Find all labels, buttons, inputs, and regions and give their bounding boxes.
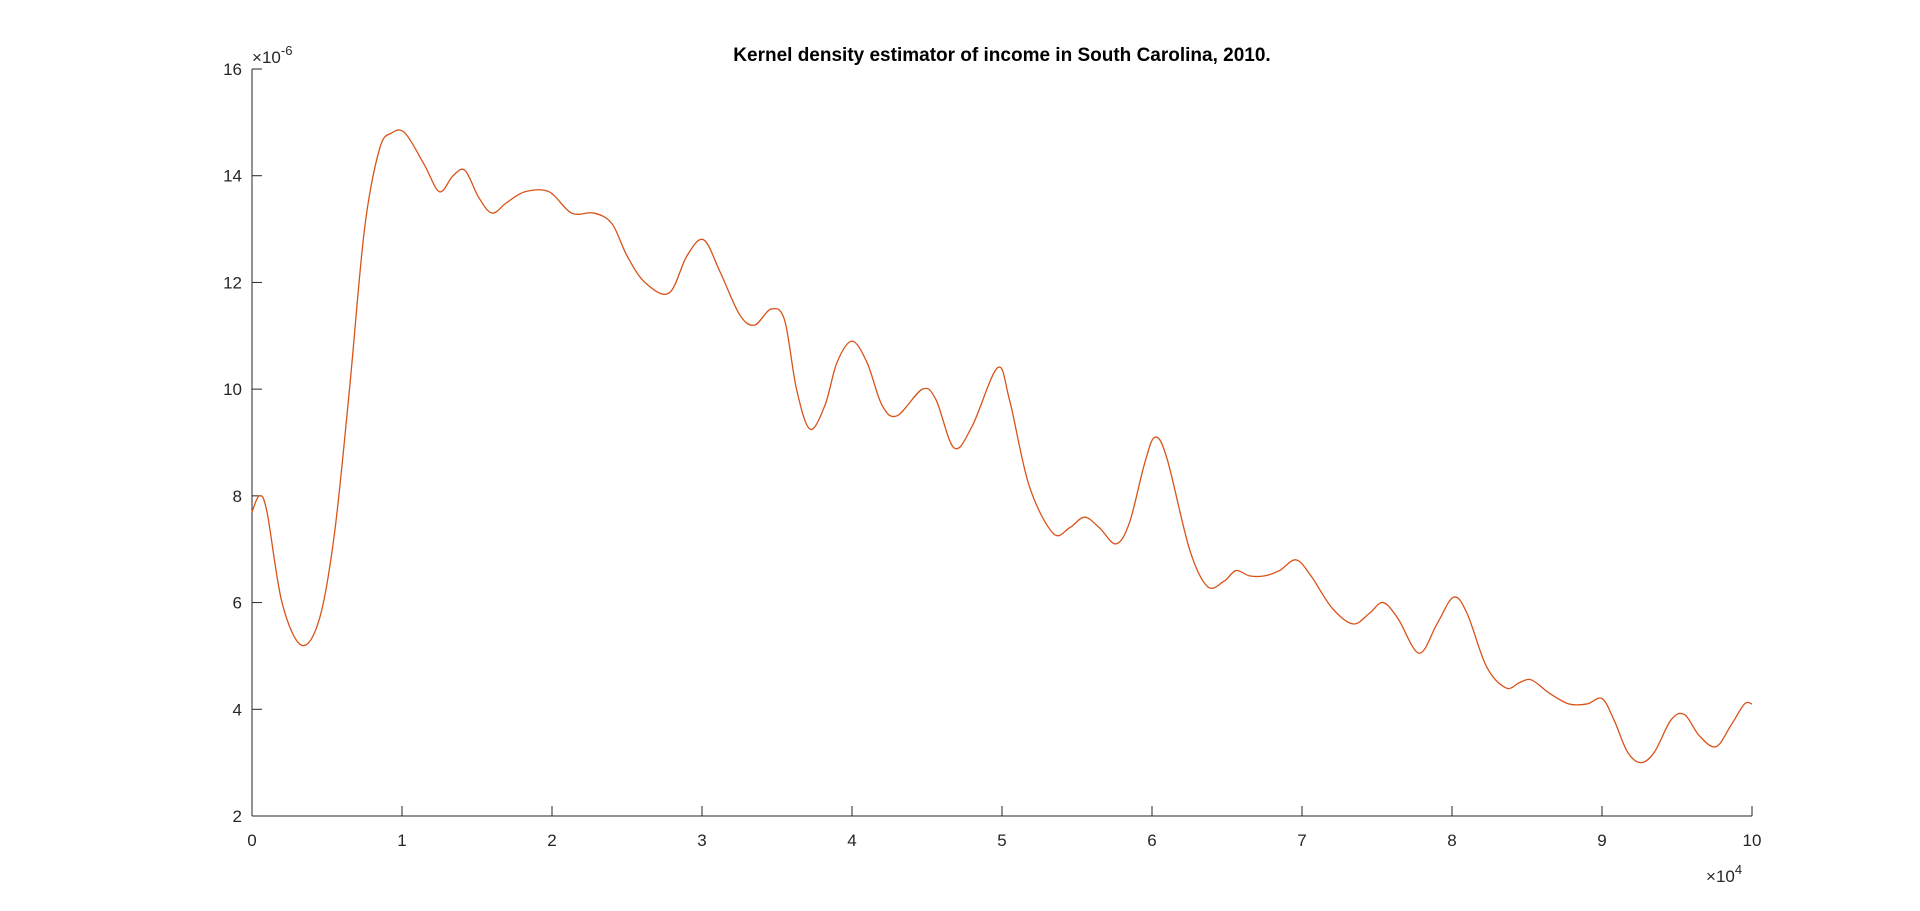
y-tick-label: 2	[233, 807, 242, 826]
x-tick-label: 7	[1297, 831, 1306, 850]
x-exponent-power: 4	[1735, 862, 1742, 877]
x-exponent-label: ×104	[1706, 862, 1742, 886]
x-tick-label: 9	[1597, 831, 1606, 850]
y-ticks: 2 4 6 8 10 12 14 16	[223, 60, 262, 826]
x-tick-label: 10	[1743, 831, 1762, 850]
chart-title: Kernel density estimator of income in So…	[733, 45, 1270, 66]
y-tick-label: 6	[233, 594, 242, 613]
x-tick-label: 6	[1147, 831, 1156, 850]
y-tick-label: 4	[233, 700, 242, 719]
x-tick-label: 2	[547, 831, 556, 850]
x-exponent-base: 10	[1716, 867, 1735, 886]
y-tick-label: 8	[233, 487, 242, 506]
x-tick-label: 3	[697, 831, 706, 850]
x-tick-label: 4	[847, 831, 856, 850]
y-tick-label: 12	[223, 273, 242, 292]
y-exponent-power: -6	[281, 43, 293, 58]
x-tick-label: 0	[247, 831, 256, 850]
axes	[251, 69, 1752, 817]
y-exponent-label: ×10-6	[252, 43, 292, 67]
y-exponent-times: ×	[252, 48, 262, 67]
y-tick-label: 14	[223, 167, 242, 186]
y-exponent-base: 10	[262, 48, 281, 67]
x-tick-label: 1	[397, 831, 406, 850]
x-tick-label: 5	[997, 831, 1006, 850]
series-line-density	[251, 129, 1753, 764]
y-tick-label: 10	[223, 380, 242, 399]
x-exponent-times: ×	[1706, 867, 1716, 886]
y-tick-label: 16	[223, 60, 242, 79]
x-tick-label: 8	[1447, 831, 1456, 850]
x-ticks: 0 1 2 3 4 5 6 7 8 9 10	[247, 806, 1761, 850]
